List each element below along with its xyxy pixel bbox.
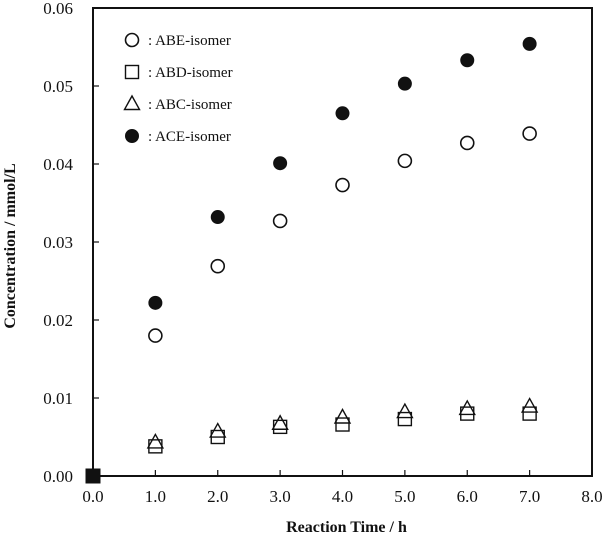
data-point-open-circle (335, 177, 350, 193)
data-point-open-circle (459, 135, 475, 151)
data-point-filled-circle (273, 156, 288, 171)
x-tick-label: 6.0 (457, 487, 478, 506)
x-tick-label: 7.0 (519, 487, 540, 506)
data-point-origin (85, 468, 101, 484)
legend: : ABE-isomer : ABD-isomer : ABC-isomer : AC… (123, 32, 233, 145)
data-point-open-triangle (396, 402, 414, 419)
x-tick-label: 1.0 (145, 487, 166, 506)
legend-marker (124, 32, 140, 48)
y-tick-label: 0.04 (43, 155, 73, 174)
data-point-filled-circle (522, 36, 537, 51)
x-tick-label: 0.0 (82, 487, 103, 506)
data-point-open-square (210, 429, 225, 445)
tick-labels: 0.0 1.0 2.0 3.0 4.0 5.0 6.0 7.0 8.0 0.00 0.01 0.02 0… (43, 0, 602, 506)
x-tick-label: 2.0 (207, 487, 228, 506)
data-point-open-square (272, 419, 288, 435)
data-point-open-square (335, 417, 350, 432)
data-point-open-square (522, 406, 537, 421)
legend-marker (125, 129, 139, 143)
legend-marker (123, 94, 141, 111)
data-point-open-square (397, 411, 413, 427)
x-tick-label: 8.0 (581, 487, 602, 506)
x-axis-title: Reaction Time / h (286, 519, 407, 536)
data-point-open-circle (522, 126, 537, 141)
legend-label: : ACE-isomer (148, 129, 231, 145)
data-point-filled-circle (397, 76, 412, 91)
data-point-open-circle (397, 153, 413, 169)
x-tick-label: 5.0 (394, 487, 415, 506)
legend-marker (124, 64, 140, 80)
data-point-open-square (148, 439, 163, 454)
data-point-filled-circle (210, 210, 225, 225)
y-tick-label: 0.00 (43, 467, 73, 486)
x-tick-label: 4.0 (332, 487, 353, 506)
x-tick-label: 3.0 (270, 487, 291, 506)
data-point-filled-circle (148, 295, 163, 310)
data-point-open-square (460, 406, 475, 421)
data-point-open-circle (210, 258, 226, 274)
y-tick-label: 0.06 (43, 0, 73, 18)
legend-label: : ABE-isomer (148, 33, 231, 49)
data-point-open-triangle (146, 433, 165, 449)
data-point-filled-circle (460, 53, 475, 68)
data-point-open-triangle (333, 408, 352, 424)
data-point-filled-circle (335, 106, 350, 121)
data-points (85, 36, 539, 484)
y-tick-label: 0.03 (43, 233, 73, 252)
y-tick-label: 0.01 (43, 389, 73, 408)
data-point-open-triangle (271, 414, 289, 430)
data-point-open-circle (148, 328, 163, 343)
data-point-open-circle (272, 213, 288, 229)
legend-label: : ABC-isomer (148, 97, 232, 113)
legend-label: : ABD-isomer (148, 65, 233, 81)
y-axis-title: Concentration / mmol/L (2, 163, 19, 328)
y-tick-label: 0.02 (43, 311, 73, 330)
data-point-open-triangle (520, 397, 539, 413)
y-tick-label: 0.05 (43, 77, 73, 96)
